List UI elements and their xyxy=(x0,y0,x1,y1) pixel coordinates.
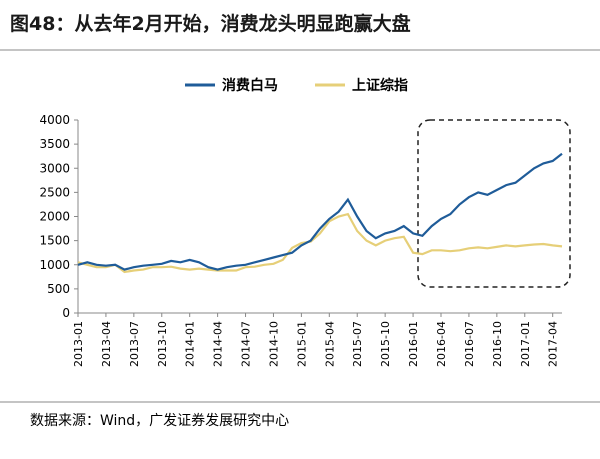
series-line xyxy=(77,212,563,274)
x-tick-label: 2014-01 xyxy=(184,321,197,367)
x-tick-label: 2015-01 xyxy=(295,321,308,367)
y-tick-label: 1000 xyxy=(39,258,70,272)
y-tick-label: 3000 xyxy=(39,161,70,175)
x-tick-label: 2014-07 xyxy=(240,321,253,367)
x-tick-label: 2014-04 xyxy=(212,321,225,367)
x-tick-label: 2017-04 xyxy=(547,321,560,367)
source-note: 数据来源：Wind，广发证券发展研究中心 xyxy=(30,413,289,429)
x-tick-label: 2016-10 xyxy=(491,321,504,367)
series-line xyxy=(77,152,563,271)
chart-title: 图48：从去年2月开始，消费龙头明显跑赢大盘 xyxy=(10,12,411,35)
x-tick-label: 2015-10 xyxy=(379,321,392,367)
x-tick-label: 2014-10 xyxy=(267,321,280,367)
x-tick-label: 2013-04 xyxy=(100,321,113,367)
y-tick-label: 2000 xyxy=(39,210,70,224)
x-tick-label: 2017-01 xyxy=(519,321,532,367)
y-tick-label: 1500 xyxy=(39,234,70,248)
y-tick-label: 500 xyxy=(47,282,70,296)
x-tick-label: 2015-07 xyxy=(351,321,364,367)
x-tick-label: 2013-10 xyxy=(156,321,169,367)
y-tick-label: 4000 xyxy=(39,113,70,127)
x-tick-label: 2013-01 xyxy=(72,321,85,367)
legend-label: 消费白马 xyxy=(222,77,278,94)
x-tick-label: 2015-04 xyxy=(323,321,336,367)
legend-label: 上证综指 xyxy=(352,77,408,94)
highlight-box xyxy=(417,119,571,288)
x-tick-label: 2016-01 xyxy=(407,321,420,367)
y-tick-label: 0 xyxy=(62,306,70,320)
x-tick-label: 2016-07 xyxy=(463,321,476,367)
x-tick-label: 2016-04 xyxy=(435,321,448,367)
x-tick-label: 2013-07 xyxy=(128,321,141,367)
y-tick-label: 3500 xyxy=(39,137,70,151)
y-tick-label: 2500 xyxy=(39,185,70,199)
